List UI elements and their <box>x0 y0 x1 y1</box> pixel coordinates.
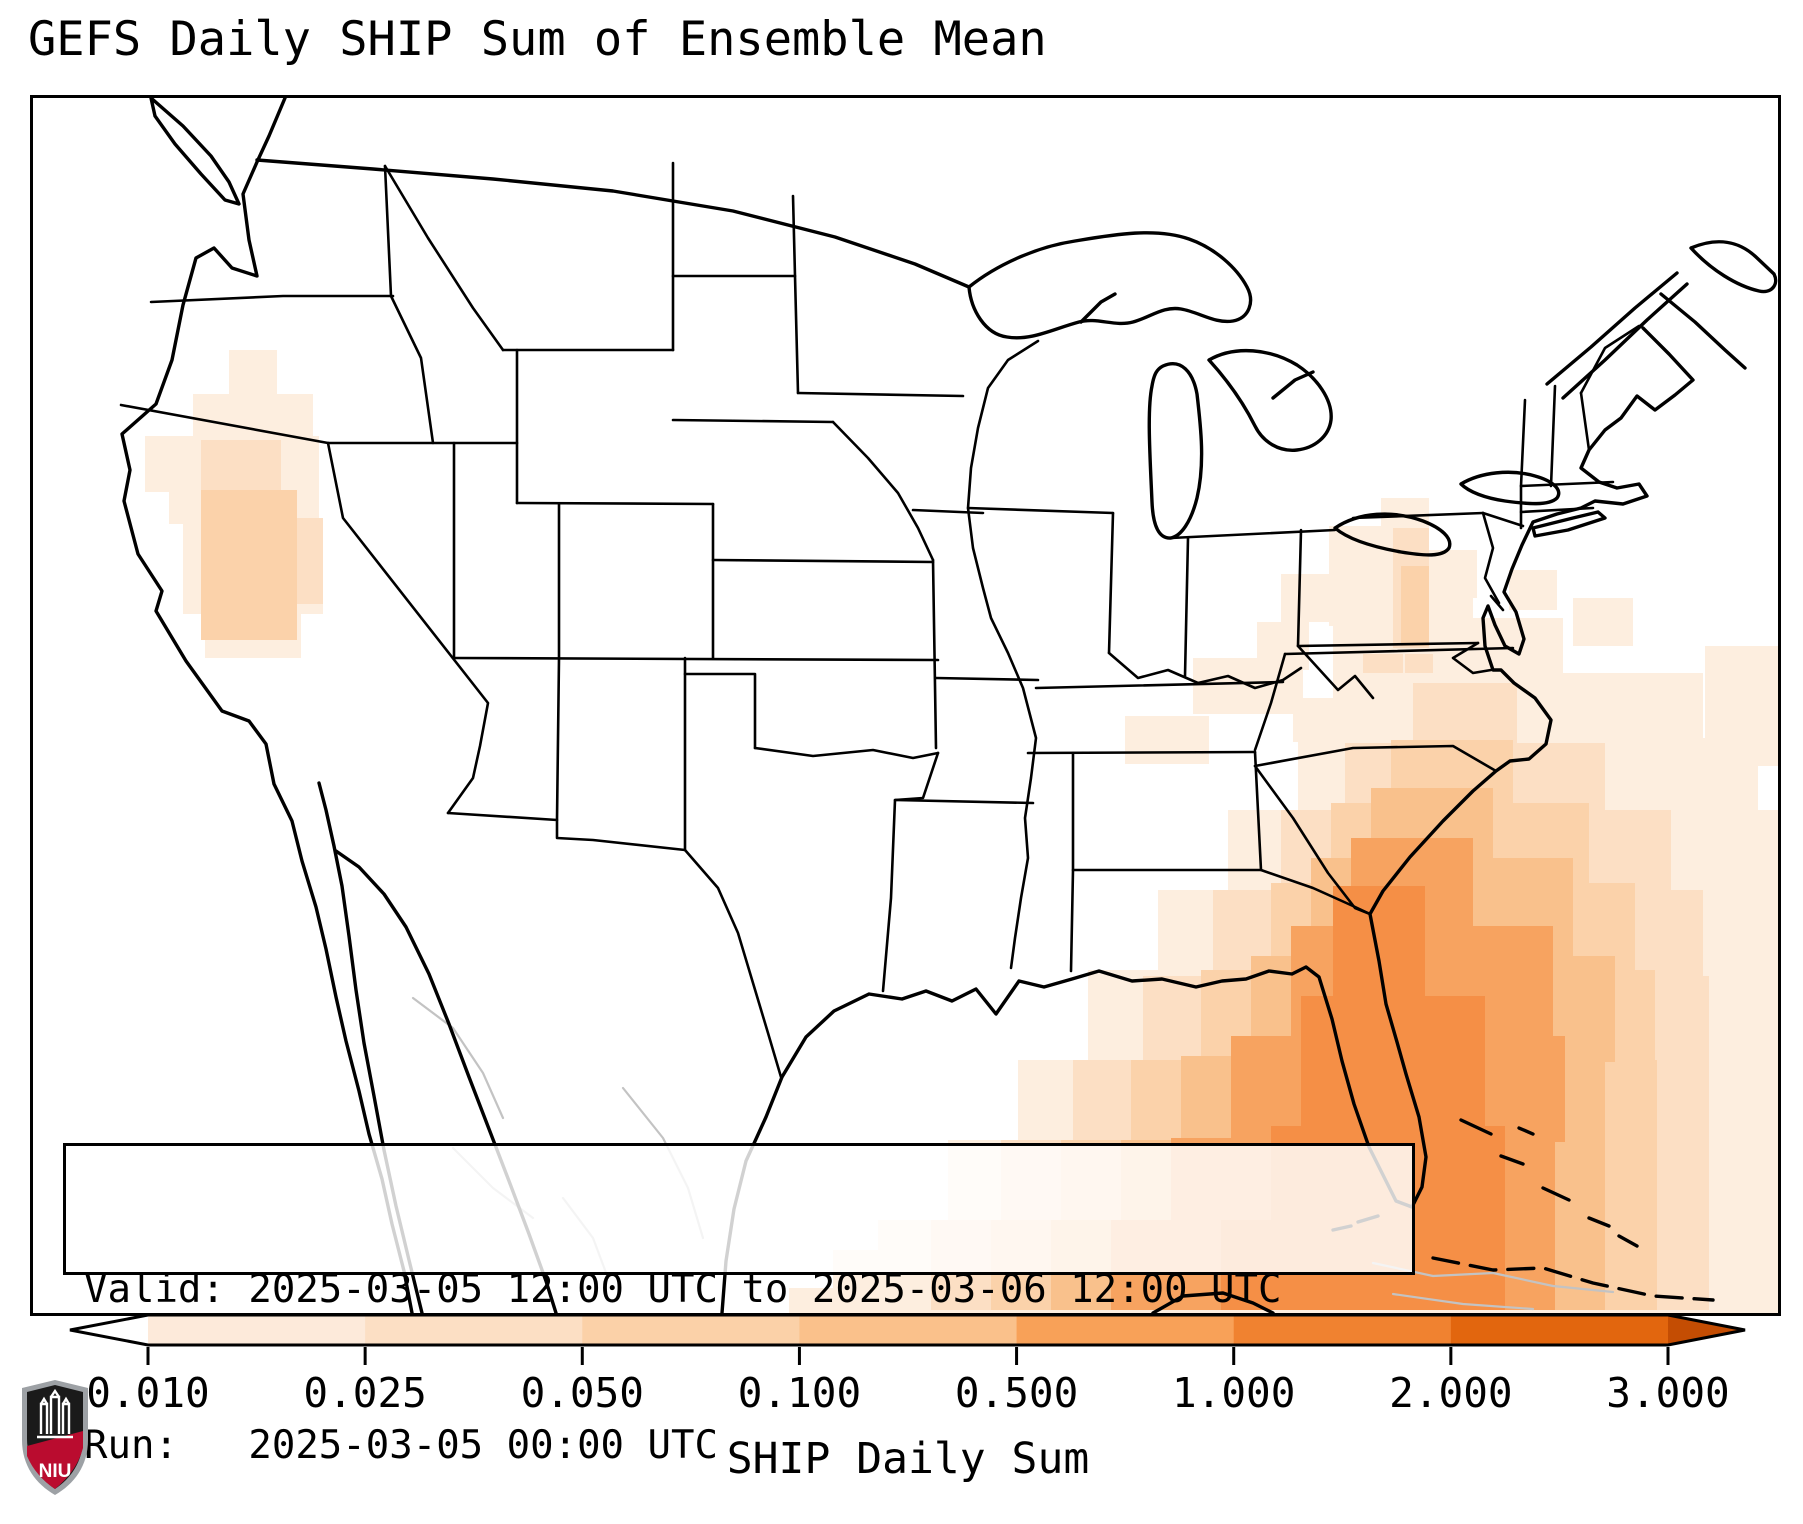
colorbar: 0.010 0.025 0.050 0.100 0.500 1.000 2.000 3.000… <box>69 1313 1746 1484</box>
shading-cell-southeast-atlantic-gulf <box>1125 716 1209 764</box>
colorbar-tick-label: 0.500 <box>955 1369 1078 1417</box>
colorbar-segment-0 <box>148 1315 366 1345</box>
shading-cell-southeast-atlantic-gulf <box>1301 996 1485 1132</box>
colorbar-tick-label: 2.000 <box>1389 1369 1512 1417</box>
niu-red-band <box>27 1431 83 1489</box>
colorbar-segment-6 <box>1450 1315 1669 1345</box>
colorbar-tick-label: 0.010 <box>86 1369 209 1417</box>
shading-cell-mid-atlantic <box>1401 566 1429 646</box>
colorbar-tick-label: 0.025 <box>303 1369 426 1417</box>
colorbar-tick-label: 3.000 <box>1606 1369 1729 1417</box>
colorbar-axis-label: SHIP Daily Sum <box>727 1434 1089 1484</box>
shading-cell-southeast-atlantic-gulf <box>789 1288 899 1313</box>
colorbar-tick-label: 1.000 <box>1172 1369 1295 1417</box>
colorbar-outline <box>69 1313 1746 1347</box>
colorbar-segment-1 <box>365 1315 584 1345</box>
colorbar-tick-label: 0.050 <box>521 1369 644 1417</box>
state-borders <box>119 161 1641 1079</box>
colorbar-over-arrow <box>1668 1315 1745 1345</box>
shading-cell-northern-california <box>201 490 297 640</box>
shading-cell-northern-california <box>201 440 281 492</box>
valid-run-info-box: Valid: 2025-03-05 12:00 UTC to 2025-03-0… <box>63 1143 1415 1468</box>
shading-cell-northern-california <box>193 394 313 438</box>
niu-logo-text: NIU <box>39 1461 72 1482</box>
colorbar-segment-5 <box>1233 1315 1452 1345</box>
page-title: GEFS Daily SHIP Sum of Ensemble Mean <box>28 12 1047 67</box>
colorbar-segment-3 <box>799 1315 1018 1345</box>
colorbar-tick-label: 0.100 <box>738 1369 861 1417</box>
shading-cell-southeast-atlantic-gulf <box>1573 598 1633 646</box>
shading-cell-southeast-atlantic-gulf <box>1413 683 1517 749</box>
shading-cell-mid-atlantic <box>1429 550 1477 598</box>
colorbar-under-arrow <box>70 1315 148 1345</box>
shading-cell-southeast-atlantic-gulf <box>1705 646 1778 766</box>
valid-time-text: Valid: 2025-03-05 12:00 UTC to 2025-03-0… <box>84 1267 1282 1312</box>
conus-map <box>119 98 1778 1313</box>
shading-cell-mid-atlantic <box>1281 574 1331 622</box>
run-time-text: Run: 2025-03-05 00:00 UTC <box>84 1423 718 1468</box>
shading-cell-southeast-atlantic-gulf <box>1333 886 1425 1004</box>
colorbar-segment-2 <box>582 1315 801 1345</box>
shading-cell-southeast-atlantic-gulf <box>1509 570 1557 610</box>
niu-logo: NIU <box>22 1380 88 1495</box>
map-panel <box>30 95 1781 1316</box>
shading-cell-mid-atlantic <box>1329 526 1381 626</box>
niu-castle-icon <box>37 1388 73 1439</box>
colorbar-segment-4 <box>1016 1315 1235 1345</box>
